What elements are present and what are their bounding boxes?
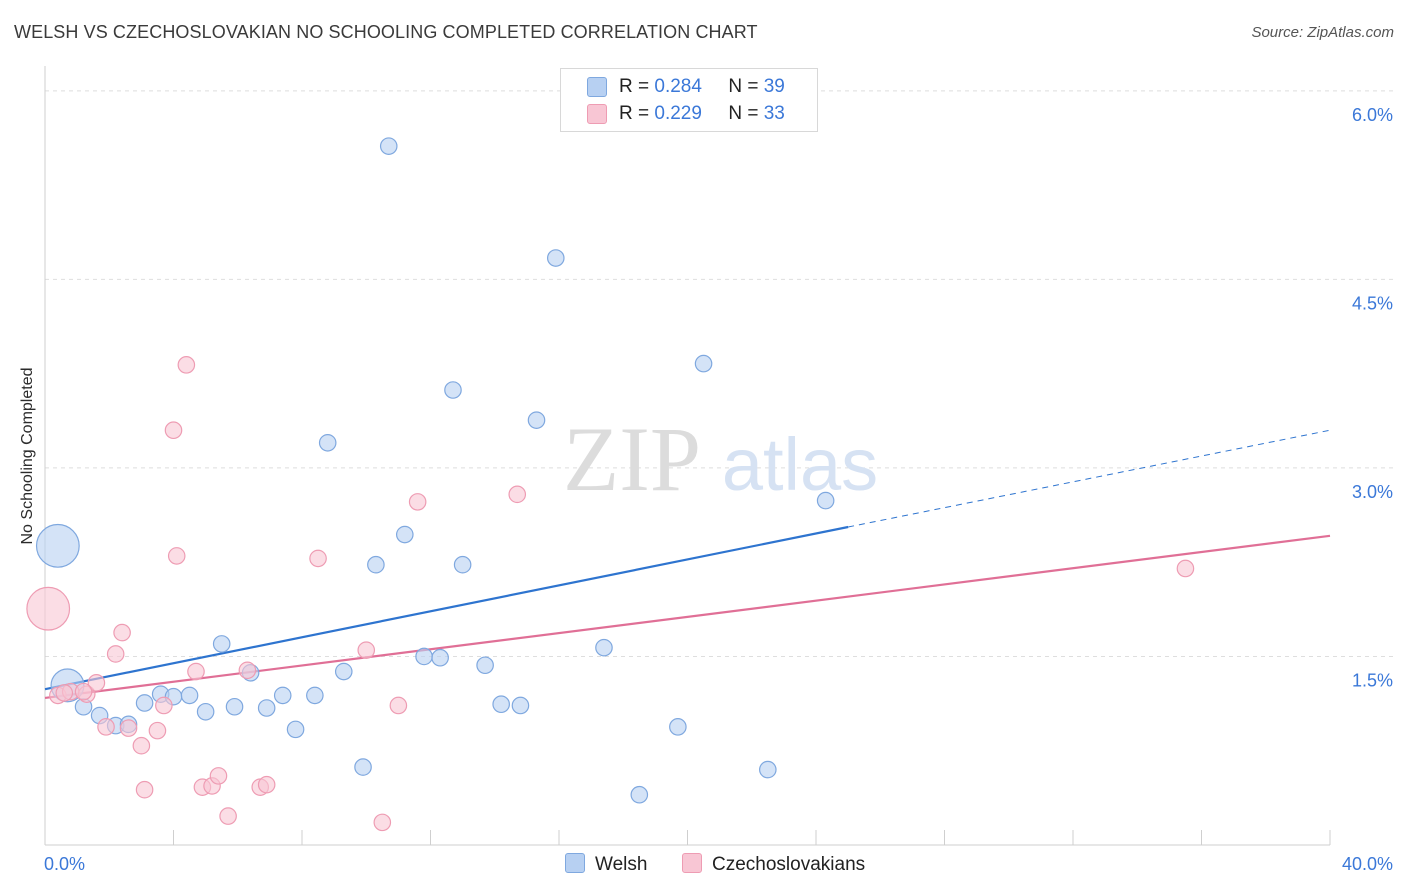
czechoslovakian-point (87, 674, 106, 692)
welsh-point (196, 702, 215, 721)
legend-n-value: 39 (763, 76, 785, 97)
welsh-point (546, 249, 565, 267)
bottom-legend-welsh: Welsh (565, 853, 647, 876)
czechoslovakian-point (164, 421, 183, 440)
czechoslovakian-point (26, 586, 71, 631)
bottom-legend-swatch-czechoslovakians (682, 853, 702, 873)
welsh-point (395, 525, 414, 544)
welsh-point (444, 381, 462, 399)
correlation-legend: R = 0.284 N = 39 R = 0.229 N = 33 (560, 68, 818, 132)
legend-n-label: N = (728, 76, 759, 97)
watermark: ZIP atlas (563, 408, 878, 510)
welsh-point (35, 523, 80, 568)
czechoslovakian-point (74, 682, 93, 701)
y-tick-label: 6.0% (1352, 105, 1393, 125)
welsh-point (379, 137, 398, 155)
czechoslovakian-point (167, 547, 186, 565)
welsh-point (273, 686, 292, 705)
welsh-trend-line (44, 525, 849, 691)
legend-r-value: 0.229 (654, 103, 702, 124)
welsh-point (630, 785, 649, 804)
x-tick-label-min: 0.0% (44, 854, 85, 874)
welsh-point (816, 491, 835, 510)
czechoslovakian-point (119, 719, 138, 737)
axes (44, 66, 1331, 846)
welsh-point (334, 662, 353, 681)
welsh-point (527, 411, 546, 429)
bottom-legend-czechoslovakians: Czechoslovakians (682, 853, 865, 876)
czechoslovakian-point (55, 684, 74, 702)
welsh-trend-extension (848, 429, 1331, 528)
czechoslovakian-point (113, 623, 131, 642)
welsh-point (492, 695, 510, 714)
czechoslovakian-point (177, 356, 196, 374)
welsh-point (225, 697, 244, 716)
welsh-point (318, 433, 337, 452)
source-label: Source: ZipAtlas.com (1251, 24, 1394, 41)
czechoslovakian-point (389, 696, 408, 715)
welsh-point (453, 555, 472, 574)
czechoslovakian-point (135, 780, 154, 799)
czechoslovakian-point (1176, 559, 1195, 578)
czechoslovakian-point (219, 807, 237, 825)
welsh-point (511, 696, 530, 715)
tick-labels: 1.5% 3.0% 4.5% 6.0% 0.0% 40.0% (44, 105, 1393, 874)
welsh-point (367, 555, 385, 574)
legend-r-label: R = (619, 103, 650, 124)
welsh-point (415, 647, 433, 666)
czechoslovakian-point (155, 696, 173, 715)
czechoslovakian-point (309, 549, 327, 568)
welsh-point (431, 648, 449, 667)
czechoslovakian-point (209, 767, 228, 785)
welsh-point (669, 718, 687, 736)
welsh-point (257, 699, 276, 717)
welsh-point (759, 760, 777, 779)
czechoslovakian-point (508, 485, 527, 504)
bottom-legend-label-czechoslovakians: Czechoslovakians (712, 854, 866, 875)
welsh-point (595, 638, 613, 657)
welsh-point (354, 758, 372, 776)
y-tick-label: 1.5% (1352, 670, 1393, 690)
czechoslovakian-point (106, 645, 125, 663)
welsh-point (135, 694, 154, 712)
bottom-legend-label-welsh: Welsh (595, 854, 648, 875)
welsh-point (286, 720, 305, 739)
czechoslovakian-point (238, 661, 257, 680)
legend-swatch-welsh (587, 77, 607, 97)
legend-r-value: 0.284 (654, 76, 702, 97)
czechoslovakian-point (257, 775, 276, 794)
legend-swatch-czechoslovakians (587, 104, 607, 124)
y-tick-label: 4.5% (1352, 293, 1393, 313)
welsh-point (180, 686, 199, 705)
welsh-point (694, 354, 713, 373)
czechoslovakian-point (408, 493, 427, 511)
watermark-zip: ZIP (563, 408, 701, 510)
legend-r-label: R = (619, 76, 650, 97)
czechoslovakian-point (132, 736, 151, 755)
watermark-atlas: atlas (722, 423, 878, 506)
welsh-point (476, 656, 494, 675)
y-axis-label: No Schooling Completed (19, 367, 36, 545)
data-points (26, 137, 1195, 832)
welsh-point (306, 686, 324, 705)
czechoslovakian-point (357, 641, 376, 659)
czechoslovakian-point (187, 662, 205, 681)
czechoslovakian-point (148, 721, 167, 740)
legend-n-value: 33 (763, 103, 785, 124)
welsh-point (212, 635, 231, 653)
legend-n-label: N = (728, 103, 759, 124)
czechoslovakian-point (97, 718, 115, 736)
y-tick-label: 3.0% (1352, 482, 1393, 502)
czechoslovakian-point (373, 813, 392, 832)
chart-title: WELSH VS CZECHOSLOVAKIAN NO SCHOOLING CO… (14, 22, 758, 42)
x-tick-label-max: 40.0% (1342, 854, 1393, 874)
bottom-legend-swatch-welsh (565, 853, 585, 873)
